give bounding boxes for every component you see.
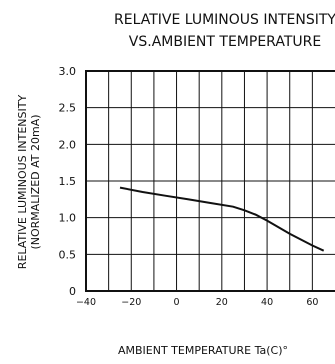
- x-tick-label: −40: [76, 297, 96, 308]
- x-tick-labels: −40 −20 0 20 40 60: [76, 297, 318, 308]
- x-tick-label: 20: [216, 297, 228, 308]
- y-tick-label: 1.0: [59, 212, 77, 225]
- y-tick-label: 1.5: [59, 175, 77, 188]
- x-tick-label: 0: [174, 297, 180, 308]
- y-axis-label-line-1: RELATIVE LUMINOUS INTENSITY: [16, 95, 29, 270]
- x-axis-label: AMBIENT TEMPERATURE Ta(C)°: [118, 344, 288, 357]
- grid-lines: [86, 71, 335, 291]
- y-axis-label-line-2: (NORMALIZED AT 20mA): [29, 114, 42, 249]
- y-tick-label: 2.0: [59, 138, 77, 151]
- chart-title-line-1: RELATIVE LUMINOUS INTENSITY: [114, 12, 335, 28]
- y-tick-label: 2.5: [59, 102, 77, 115]
- x-tick-label: 40: [261, 297, 273, 308]
- y-tick-label: 3.0: [59, 65, 77, 78]
- y-tick-label: 0: [69, 285, 76, 298]
- series-line: [119, 186, 325, 252]
- series-group: [119, 186, 325, 252]
- chart-title-line-2: VS.AMBIENT TEMPERATURE: [129, 34, 321, 50]
- plot-frame: [85, 70, 335, 292]
- x-tick-label: −20: [121, 297, 141, 308]
- x-tick-label: 60: [306, 297, 318, 308]
- y-tick-label: 0.5: [59, 248, 77, 261]
- y-tick-labels: 0 0.5 1.0 1.5 2.0 2.5 3.0: [59, 65, 77, 298]
